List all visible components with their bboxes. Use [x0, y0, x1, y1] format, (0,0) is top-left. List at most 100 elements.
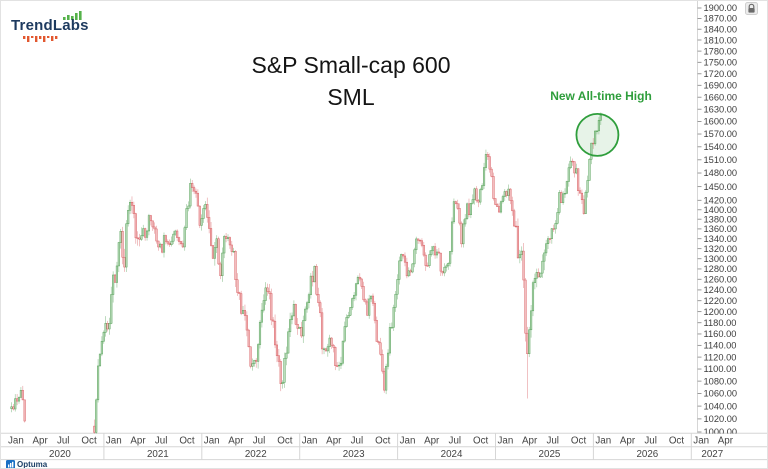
candle-body	[345, 317, 348, 327]
candle-body	[449, 251, 452, 264]
candle-body	[225, 236, 228, 239]
candle-body	[567, 167, 570, 182]
candle-body	[490, 168, 493, 177]
candle-body	[460, 222, 463, 245]
candle-body	[112, 274, 115, 295]
y-axis-label: 1000.00	[704, 427, 738, 437]
candle-body	[573, 161, 576, 174]
candle-body	[279, 361, 282, 384]
candle-body	[405, 261, 408, 277]
candle-body	[23, 399, 26, 422]
candle-body	[466, 203, 469, 220]
month-label: Jan	[8, 436, 24, 447]
candle-body	[548, 238, 551, 240]
candle-body	[129, 201, 132, 211]
candle-body	[185, 208, 188, 228]
candle-body	[452, 201, 455, 223]
trendlabs-logo: TrendLabs	[11, 7, 131, 47]
candle-body	[358, 276, 361, 280]
y-axis-label: 1450.00	[704, 182, 738, 192]
candle-body	[550, 228, 553, 239]
candle-body	[194, 190, 198, 194]
year-label: 2027	[701, 449, 723, 460]
candle-body	[471, 199, 474, 204]
candle-body	[437, 251, 440, 254]
year-label: 2021	[147, 449, 169, 460]
candle-body	[432, 246, 435, 251]
month-label: Jan	[106, 436, 122, 447]
y-axis-label: 1100.00	[704, 364, 737, 374]
candle-body	[245, 315, 248, 331]
y-axis-label: 1120.00	[704, 352, 737, 362]
month-label: Oct	[473, 436, 489, 447]
y-axis-label: 1380.00	[704, 214, 738, 224]
candle-body	[302, 320, 305, 337]
y-axis-label: 1080.00	[704, 376, 738, 386]
optuma-watermark: Optuma	[6, 459, 47, 468]
candle-body	[575, 168, 578, 174]
candle-body	[272, 319, 275, 322]
bars-down-icon	[23, 36, 58, 42]
axis-lines	[1, 1, 767, 461]
candle-body	[537, 272, 540, 278]
year-label: 2025	[539, 449, 561, 460]
candle-body	[486, 154, 489, 157]
candle-body	[311, 275, 314, 283]
candle-body	[592, 142, 595, 145]
candle-body	[164, 235, 167, 242]
candle-body	[447, 263, 450, 267]
month-label: Apr	[620, 436, 636, 447]
y-axis-label: 1750.00	[704, 58, 738, 68]
optuma-logo-icon	[6, 459, 15, 468]
candle-body	[21, 390, 24, 401]
candle-body	[12, 406, 15, 410]
candle-body	[319, 302, 322, 314]
candle-body	[115, 265, 118, 283]
candle-body	[351, 298, 354, 308]
y-axis-label: 1900.00	[704, 3, 738, 13]
highlight-circle	[575, 112, 620, 157]
lock-icon[interactable]	[745, 2, 758, 15]
candle-body	[364, 299, 367, 303]
y-axis-label: 1630.00	[704, 104, 738, 114]
candle-body	[595, 130, 599, 132]
candle-body	[287, 331, 290, 354]
month-label: Jan	[693, 436, 709, 447]
candle-body	[140, 235, 143, 240]
candle-body	[258, 321, 262, 345]
candle-body	[516, 225, 519, 259]
candle-body	[189, 183, 192, 207]
candle-body	[260, 309, 263, 323]
candle-body	[518, 254, 521, 259]
candle-body	[113, 274, 117, 283]
candle-body	[153, 226, 156, 230]
candle-body	[172, 233, 175, 242]
candle-body	[507, 188, 510, 196]
candle-body	[228, 237, 231, 246]
candle-body	[354, 283, 358, 296]
candle-body	[528, 329, 531, 354]
trendlabs-logo-graphic	[23, 11, 82, 42]
candle-body	[520, 250, 523, 255]
candle-body	[441, 270, 444, 274]
candle-body	[300, 327, 303, 337]
candle-body	[324, 348, 327, 352]
month-label: Apr	[424, 436, 440, 447]
candle-body	[168, 242, 171, 245]
month-label: Oct	[375, 436, 391, 447]
candle-body	[456, 203, 459, 209]
candle-body	[200, 218, 203, 226]
candle-body	[594, 130, 597, 145]
month-label: Apr	[228, 436, 244, 447]
candle-body	[253, 359, 256, 364]
year-label: 2022	[245, 449, 267, 460]
candle-body	[19, 390, 22, 398]
candle-body	[513, 210, 516, 227]
candle-body	[498, 206, 501, 213]
month-label: Oct	[277, 436, 293, 447]
month-label: Oct	[571, 436, 587, 447]
candle-body	[541, 260, 544, 274]
month-label: Apr	[522, 436, 538, 447]
candle-body	[162, 235, 166, 253]
